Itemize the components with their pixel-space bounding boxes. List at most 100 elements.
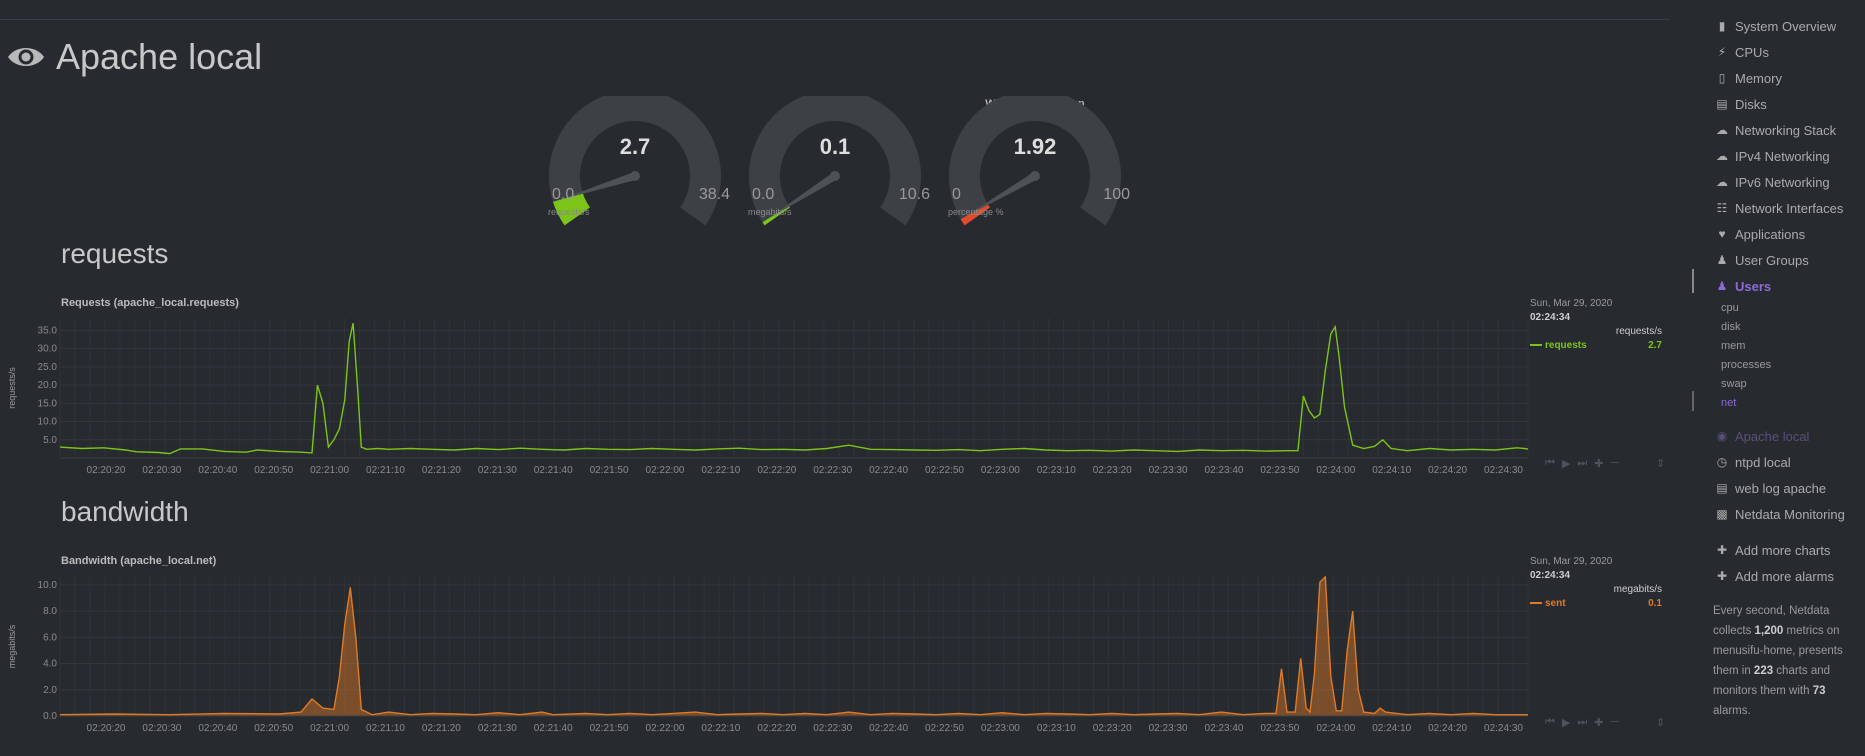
sidebar-item-network-interfaces[interactable]: ☷ Network Interfaces	[1713, 195, 1865, 221]
zoom-in-icon[interactable]: ✚	[1594, 717, 1604, 729]
sidebar-subitem-mem[interactable]: mem	[1721, 340, 1746, 352]
series-line	[59, 322, 1529, 455]
y-tick-label: 25.0	[38, 362, 58, 373]
x-tick-label: 02:22:00	[646, 723, 685, 734]
sitemap-icon: ☷	[1716, 201, 1728, 215]
chart-requests[interactable]: 5.0 10.0 15.0 20.0 25.0 30.0 35.0 02:20:20 02:20…	[0, 300, 1680, 478]
info-text-3: charts and monitors them with	[1713, 665, 1831, 697]
legend-date: Sun, Mar 29, 2020	[1530, 298, 1613, 309]
y-tick-label: 0.0	[43, 711, 57, 722]
gauge-fill	[552, 192, 590, 226]
y-tick-label: 2.0	[43, 685, 57, 696]
legend-time: 02:24:34	[1530, 312, 1571, 323]
x-tick-label: 02:21:50	[590, 723, 629, 734]
forward-icon[interactable]: ⏭	[1577, 716, 1588, 728]
rewind-icon[interactable]: ⏮	[1545, 716, 1555, 728]
sidebar-item-user-groups[interactable]: ♟ User Groups	[1713, 247, 1865, 273]
zoom-in-icon[interactable]: ✚	[1594, 458, 1604, 470]
x-tick-label: 02:21:50	[590, 465, 629, 476]
x-tick-label: 02:22:10	[701, 723, 740, 734]
sidebar-item-label: ntpd local	[1735, 454, 1791, 470]
x-tick-label: 02:24:30	[1484, 723, 1523, 734]
sidebar-subitem-net[interactable]: net	[1721, 397, 1737, 409]
gauge-bandwidth[interactable]: Bandwidth 0.1 0.0 10.6 megabits/s	[740, 96, 930, 226]
x-tick-label: 02:22:30	[813, 465, 852, 476]
gauge-track	[949, 96, 1121, 226]
y-axis-label: requests/s	[7, 367, 17, 409]
sidebar-item-label: web log apache	[1735, 480, 1827, 496]
x-tick-label: 02:22:50	[925, 723, 964, 734]
sidebar-item-ntpd-local[interactable]: ◷ ntpd local	[1713, 449, 1865, 475]
x-tick-label: 02:24:30	[1484, 465, 1523, 476]
resize-handle-icon[interactable]: ⇕	[1656, 717, 1666, 729]
x-tick-label: 02:21:00	[310, 723, 349, 734]
sidebar-item-system-overview[interactable]: ▮ System Overview	[1713, 13, 1865, 39]
gauge-unit: percentage %	[948, 207, 1004, 217]
gauge-min: 0.0	[552, 186, 575, 203]
x-tick-label: 02:23:20	[1093, 465, 1132, 476]
sidebar-item-label: IPv4 Networking	[1735, 148, 1830, 164]
x-tick-label: 02:24:10	[1372, 723, 1411, 734]
gauge-track	[749, 96, 921, 226]
page-header: Apache local	[6, 36, 262, 78]
legend-series-row[interactable]: requests 2.7	[1530, 340, 1662, 351]
x-tick-label: 02:23:00	[981, 723, 1020, 734]
legend-series-row[interactable]: sent 0.1	[1530, 598, 1662, 609]
sidebar-item-label: Apache local	[1735, 428, 1810, 444]
gauge-dial	[949, 96, 1121, 226]
requests-chart-svg[interactable]: 5.0 10.0 15.0 20.0 25.0 30.0 35.0 02:20:20 02:20…	[0, 300, 1530, 478]
gauge-needle	[964, 172, 1038, 218]
legend-series-value: 0.1	[1648, 598, 1662, 609]
sidebar-item-netdata-monitoring[interactable]: ▩ Netdata Monitoring	[1713, 501, 1865, 527]
x-tick-label: 02:22:20	[757, 723, 796, 734]
sidebar-item-networking-stack[interactable]: ☁ Networking Stack	[1713, 117, 1865, 143]
x-tick-label: 02:20:30	[142, 723, 181, 734]
memory-icon: ▯	[1718, 71, 1726, 85]
sidebar-subitem-swap[interactable]: swap	[1721, 378, 1747, 390]
gauge-workers-utilization[interactable]: Workers Utilization 1.92 0 100 percentag…	[940, 96, 1130, 226]
play-icon[interactable]: ▶	[1561, 458, 1571, 470]
resize-handle-icon[interactable]: ⇕	[1656, 458, 1666, 470]
rewind-icon[interactable]: ⏮	[1545, 457, 1555, 469]
sidebar-item-ipv4-networking[interactable]: ☁ IPv4 Networking	[1713, 143, 1865, 169]
x-tick-label: 02:20:40	[198, 465, 237, 476]
cloud-icon: ☁	[1716, 149, 1728, 163]
x-tick-label: 02:22:10	[701, 465, 740, 476]
sidebar-item-users[interactable]: ♟ Users	[1713, 273, 1865, 299]
sidebar-subitem-cpu[interactable]: cpu	[1721, 302, 1739, 314]
legend-series-name: requests	[1530, 340, 1587, 351]
sidebar-item-web-log-apache[interactable]: ▤ web log apache	[1713, 475, 1865, 501]
x-tick-label: 02:21:00	[310, 465, 349, 476]
sidebar-item-label: Users	[1735, 278, 1772, 294]
gauge-value: 0.1	[819, 134, 851, 159]
sidebar-subitem-disk[interactable]: disk	[1721, 321, 1741, 333]
sidebar-item-memory[interactable]: ▯ Memory	[1713, 65, 1865, 91]
forward-icon[interactable]: ⏭	[1577, 457, 1588, 469]
zoom-out-icon[interactable]: ─	[1610, 457, 1619, 469]
sidebar-nav: ▮ System Overview ⚡ CPUs ▯ Memory ▤ Disks ☁ N…	[1692, 13, 1865, 721]
legend-units: requests/s	[1615, 326, 1662, 337]
x-tick-label: 02:22:40	[869, 723, 908, 734]
bandwidth-chart-svg[interactable]: 0.0 2.0 4.0 6.0 8.0 10.0 02:20:20 02:20:30 02:20…	[0, 560, 1530, 740]
gauge-requests[interactable]: Requests 2.7 0.0 38.4 requests/s	[540, 96, 730, 226]
sidebar-item-ipv6-networking[interactable]: ☁ IPv6 Networking	[1713, 169, 1865, 195]
y-tick-label: 6.0	[43, 632, 57, 643]
gauge-dial	[549, 96, 721, 226]
x-tick-label: 02:21:20	[422, 465, 461, 476]
play-icon[interactable]: ▶	[1561, 717, 1571, 729]
sidebar-subitem-processes[interactable]: processes	[1721, 359, 1772, 371]
eye-icon	[8, 48, 44, 66]
add-more-alarms-link[interactable]: ✚ Add more alarms	[1713, 563, 1865, 589]
sidebar-item-label: Add more alarms	[1735, 568, 1834, 584]
sidebar-item-apache-local[interactable]: ◉ Apache local	[1713, 423, 1865, 449]
sidebar-item-disks[interactable]: ▤ Disks	[1713, 91, 1865, 117]
file-icon: ▤	[1716, 481, 1728, 495]
sidebar-item-cpus[interactable]: ⚡ CPUs	[1713, 39, 1865, 65]
chart-bandwidth[interactable]: 0.0 2.0 4.0 6.0 8.0 10.0 02:20:20 02:20:30 02:20…	[0, 560, 1680, 740]
zoom-out-icon[interactable]: ─	[1610, 716, 1619, 728]
sidebar-item-applications[interactable]: ♥ Applications	[1713, 221, 1865, 247]
add-more-charts-link[interactable]: ✚ Add more charts	[1713, 537, 1865, 563]
section-title-bandwidth: bandwidth	[61, 496, 189, 527]
y-tick-label: 15.0	[38, 398, 58, 409]
sidebar-item-label: System Overview	[1735, 18, 1837, 34]
